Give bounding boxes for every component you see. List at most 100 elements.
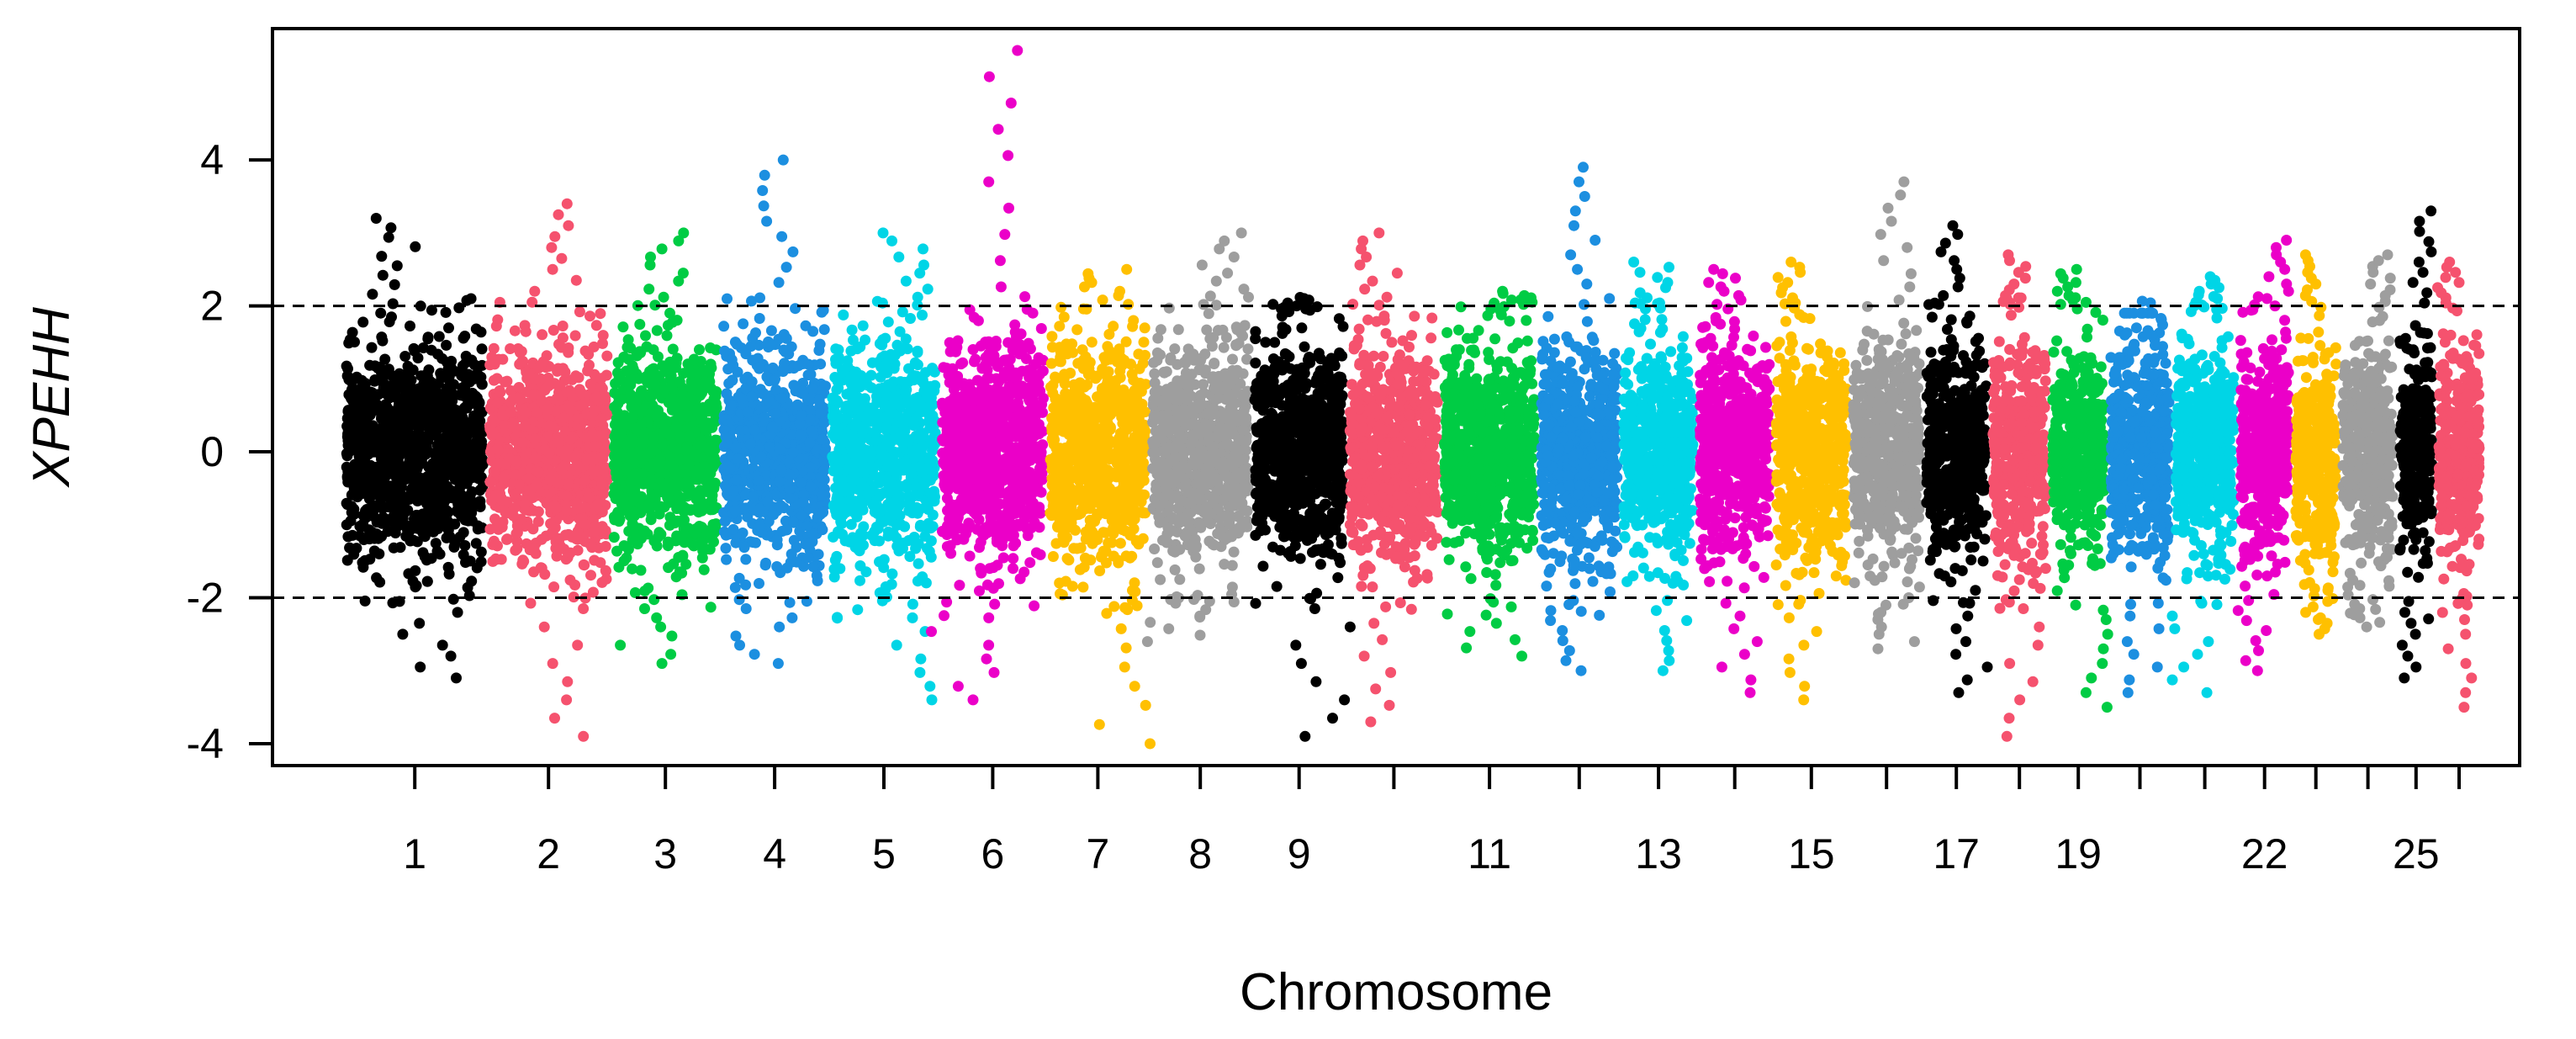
data-point bbox=[507, 420, 519, 432]
data-point bbox=[564, 575, 576, 586]
data-point bbox=[786, 612, 798, 623]
data-point bbox=[458, 527, 469, 538]
data-point bbox=[458, 332, 469, 344]
data-point bbox=[701, 467, 713, 479]
data-point bbox=[622, 543, 634, 555]
data-point bbox=[854, 575, 865, 586]
data-point bbox=[912, 291, 923, 303]
data-point bbox=[351, 543, 362, 554]
data-point bbox=[391, 514, 403, 526]
data-point bbox=[772, 658, 784, 670]
data-point bbox=[389, 427, 400, 439]
data-point bbox=[881, 390, 892, 401]
data-point bbox=[791, 399, 803, 411]
data-point bbox=[583, 348, 595, 360]
data-point bbox=[830, 482, 842, 494]
data-point bbox=[528, 543, 540, 554]
data-point bbox=[724, 462, 736, 474]
data-point bbox=[829, 554, 841, 566]
data-point bbox=[558, 412, 569, 424]
data-point bbox=[451, 672, 462, 684]
data-point bbox=[705, 602, 717, 613]
data-point bbox=[364, 359, 376, 371]
data-point bbox=[596, 478, 608, 490]
data-point bbox=[912, 359, 923, 371]
data-point bbox=[797, 388, 809, 400]
data-point bbox=[827, 392, 838, 404]
data-point bbox=[386, 311, 397, 323]
data-point bbox=[532, 516, 544, 527]
data-point bbox=[852, 543, 864, 555]
data-point bbox=[765, 325, 777, 337]
data-point bbox=[546, 241, 558, 253]
data-point bbox=[917, 310, 928, 321]
data-point bbox=[807, 561, 819, 573]
data-point bbox=[543, 420, 555, 432]
data-point bbox=[477, 453, 489, 465]
data-point bbox=[656, 658, 668, 670]
data-point bbox=[719, 345, 731, 357]
data-point bbox=[912, 507, 923, 519]
data-point bbox=[842, 355, 854, 367]
data-point bbox=[820, 380, 831, 392]
data-point bbox=[341, 360, 352, 372]
data-point bbox=[565, 433, 577, 445]
data-point bbox=[814, 338, 826, 350]
data-point bbox=[415, 661, 426, 673]
data-point bbox=[578, 559, 590, 570]
data-point bbox=[767, 421, 778, 433]
data-point bbox=[833, 526, 844, 538]
data-point bbox=[544, 474, 556, 485]
data-point bbox=[561, 490, 573, 502]
data-point bbox=[754, 578, 764, 589]
data-point bbox=[579, 519, 591, 530]
data-point bbox=[833, 464, 844, 476]
data-point bbox=[372, 432, 383, 443]
data-point bbox=[788, 517, 800, 528]
data-point bbox=[795, 477, 807, 488]
data-point bbox=[426, 305, 437, 316]
data-point bbox=[371, 528, 383, 540]
data-point bbox=[563, 401, 574, 413]
data-point bbox=[857, 320, 869, 331]
data-point bbox=[365, 386, 377, 398]
data-points-layer bbox=[341, 45, 2485, 750]
data-point bbox=[354, 521, 366, 532]
data-point bbox=[357, 316, 369, 328]
data-point bbox=[903, 499, 915, 511]
data-point bbox=[470, 538, 482, 549]
data-point bbox=[592, 498, 604, 510]
data-point bbox=[784, 492, 796, 504]
data-point bbox=[542, 380, 554, 392]
data-point bbox=[770, 408, 781, 419]
data-point bbox=[381, 516, 393, 527]
data-point bbox=[538, 621, 550, 633]
data-point bbox=[532, 466, 544, 478]
data-point bbox=[414, 618, 426, 629]
data-point bbox=[500, 506, 511, 518]
data-point bbox=[578, 730, 590, 742]
data-point bbox=[667, 343, 679, 355]
data-point bbox=[658, 419, 669, 431]
data-point bbox=[556, 252, 568, 264]
data-point bbox=[589, 526, 600, 538]
data-point bbox=[341, 421, 353, 432]
data-point bbox=[463, 590, 475, 602]
data-point bbox=[855, 477, 867, 489]
data-point bbox=[688, 540, 700, 552]
data-point bbox=[792, 360, 804, 372]
data-point bbox=[425, 511, 436, 522]
data-point bbox=[641, 341, 653, 353]
data-point bbox=[463, 467, 475, 479]
data-point bbox=[663, 562, 674, 574]
data-point bbox=[381, 469, 393, 481]
data-point bbox=[748, 424, 760, 436]
data-point bbox=[378, 415, 390, 427]
data-point bbox=[848, 468, 860, 480]
data-point bbox=[655, 501, 667, 512]
data-point bbox=[622, 342, 633, 353]
data-point bbox=[348, 462, 360, 473]
data-point bbox=[590, 320, 602, 331]
data-point bbox=[389, 278, 400, 290]
data-point bbox=[645, 252, 656, 262]
